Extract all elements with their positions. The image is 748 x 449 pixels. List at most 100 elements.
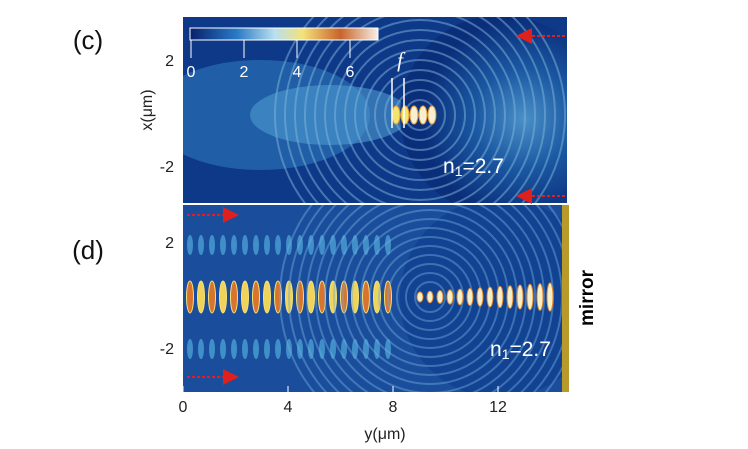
fringe xyxy=(416,291,424,303)
wavefront xyxy=(314,17,526,203)
colorbar-tick-label: 6 xyxy=(346,64,355,81)
fringe xyxy=(385,339,391,359)
mirror xyxy=(562,205,569,392)
index-sub: 1 xyxy=(455,163,463,179)
fringe xyxy=(330,235,336,255)
wavefront xyxy=(284,17,556,203)
wavefront xyxy=(279,205,567,392)
fringe xyxy=(242,235,248,255)
x-tick-label: 12 xyxy=(489,399,507,416)
fringe xyxy=(341,235,347,255)
fringe xyxy=(264,339,270,359)
fringe xyxy=(263,280,271,314)
fringe xyxy=(286,235,292,255)
panel-c: 0 2 4 6 f n1=2.7 (c) xyxy=(73,17,567,204)
wavefront xyxy=(405,272,455,322)
index-base: n xyxy=(443,155,455,178)
hotspot xyxy=(418,105,428,125)
fringe xyxy=(373,280,381,314)
fringe xyxy=(275,339,281,359)
fringe xyxy=(308,235,314,255)
fringe xyxy=(384,280,392,314)
fringe xyxy=(264,235,270,255)
fringe xyxy=(274,280,282,314)
fringe xyxy=(252,280,260,314)
fringe xyxy=(231,235,237,255)
y-tick-label: -2 xyxy=(160,159,174,176)
fringe xyxy=(187,339,193,359)
wavefront xyxy=(414,281,446,313)
fringe xyxy=(426,290,434,304)
fringe xyxy=(351,280,359,314)
field-pattern xyxy=(186,205,567,392)
colorbar-tick-label: 0 xyxy=(187,64,196,81)
panel-label: (c) xyxy=(73,25,103,55)
fringe xyxy=(363,235,369,255)
fringe xyxy=(209,339,215,359)
hotspot xyxy=(409,105,419,125)
wavefront xyxy=(294,17,546,203)
panel-d: n1=2.7 (d) mirror xyxy=(72,205,598,392)
fringe xyxy=(253,235,259,255)
fringe xyxy=(296,280,304,314)
fringe xyxy=(209,235,215,255)
wavefront xyxy=(304,17,536,203)
fringe xyxy=(241,280,249,314)
fringe xyxy=(352,339,358,359)
wavefront xyxy=(315,205,545,392)
fringe xyxy=(362,280,370,314)
wavefront xyxy=(324,205,536,392)
index-value: =2.7 xyxy=(509,338,550,361)
fringe xyxy=(329,280,337,314)
fringe xyxy=(220,235,226,255)
fringe xyxy=(341,339,347,359)
y-axis-label: x(μm) xyxy=(139,89,156,130)
colorbar-tick-label: 4 xyxy=(293,64,302,81)
field-pattern xyxy=(183,17,567,203)
fringe xyxy=(186,280,194,314)
wavefront xyxy=(324,19,516,203)
fringe xyxy=(456,288,464,306)
fringe xyxy=(219,280,227,314)
fringe xyxy=(363,339,369,359)
fringe xyxy=(330,339,336,359)
colorbar-tick-label: 2 xyxy=(240,64,249,81)
fringe xyxy=(286,339,292,359)
x-tick-label: 8 xyxy=(389,399,398,416)
fringe xyxy=(536,283,544,311)
fringe xyxy=(385,235,391,255)
fringe xyxy=(466,288,474,306)
fringe xyxy=(436,290,444,304)
fringe xyxy=(253,339,259,359)
fringe xyxy=(374,235,380,255)
x-axis-label: y(μm) xyxy=(364,426,405,443)
fringe xyxy=(546,282,554,312)
wavefront xyxy=(344,39,496,191)
fringe xyxy=(307,280,315,314)
fringe xyxy=(526,283,534,311)
fringe xyxy=(486,286,494,308)
fringe xyxy=(352,235,358,255)
fringe xyxy=(242,339,248,359)
hotspot xyxy=(391,105,401,125)
fringe xyxy=(476,287,484,307)
fringe xyxy=(506,285,514,309)
wavefront xyxy=(364,59,476,171)
fringe xyxy=(198,235,204,255)
index-sub: 1 xyxy=(502,346,510,362)
fringe xyxy=(208,280,216,314)
fringe xyxy=(198,339,204,359)
index-value: =2.7 xyxy=(462,155,503,178)
fringe xyxy=(231,339,237,359)
colorbar xyxy=(189,27,379,41)
index-base: n xyxy=(490,338,502,361)
fringe xyxy=(297,339,303,359)
wavefront xyxy=(384,79,456,151)
focus-label: f xyxy=(397,48,406,72)
fringe xyxy=(496,285,504,309)
fringe xyxy=(285,280,293,314)
fringe xyxy=(230,280,238,314)
wavefront xyxy=(274,17,566,203)
fringe xyxy=(340,280,348,314)
